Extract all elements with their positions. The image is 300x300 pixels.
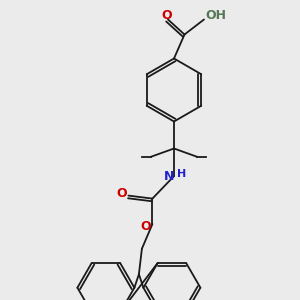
Text: OH: OH [205, 9, 226, 22]
Text: O: O [161, 9, 172, 22]
Text: N: N [164, 169, 174, 183]
Text: O: O [140, 220, 151, 233]
Text: H: H [177, 169, 186, 179]
Text: O: O [116, 187, 127, 200]
